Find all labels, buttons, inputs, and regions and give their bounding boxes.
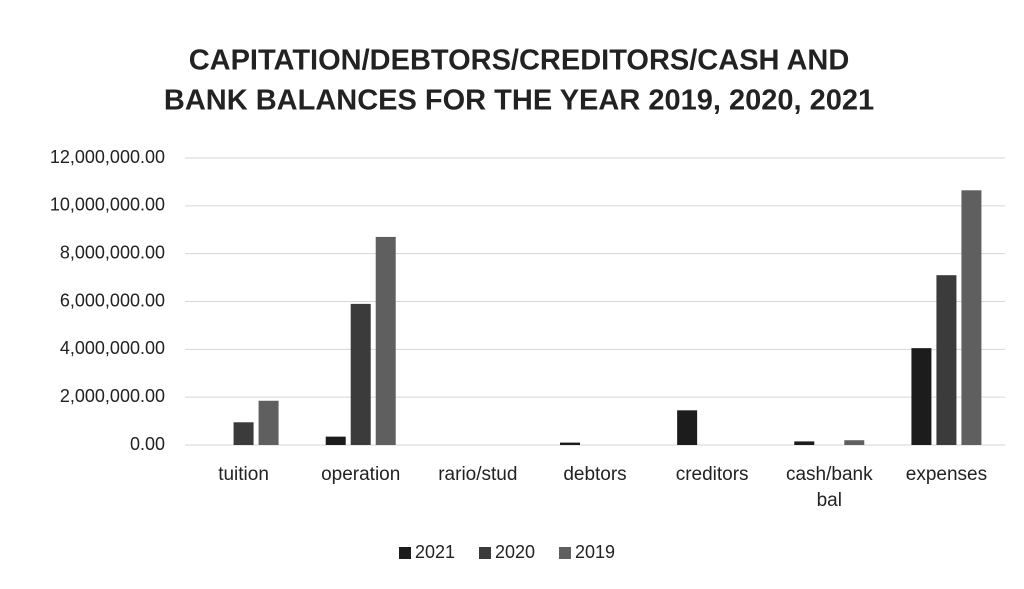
legend-swatch [559, 547, 571, 559]
bar [844, 440, 865, 445]
bar [677, 410, 698, 445]
x-tick-label: creditors [675, 464, 749, 485]
y-tick-label: 4,000,000.00 [60, 338, 165, 358]
bar [325, 436, 346, 445]
x-tick-label: tuition [218, 464, 269, 485]
y-tick-label: 6,000,000.00 [60, 290, 165, 310]
bar [911, 348, 932, 445]
bar [936, 275, 957, 445]
chart-title: CAPITATION/DEBTORS/CREDITORS/CASH AND [189, 45, 850, 77]
x-tick-label: operation [321, 464, 401, 485]
bar [233, 422, 254, 445]
legend-label: 2019 [575, 542, 615, 562]
bar [350, 303, 371, 445]
legend-label: 2021 [415, 542, 455, 562]
bar [961, 190, 982, 445]
chart-title: BANK BALANCES FOR THE YEAR 2019, 2020, 2… [164, 85, 874, 117]
y-tick-label: 12,000,000.00 [50, 147, 165, 167]
y-tick-label: 8,000,000.00 [60, 242, 165, 262]
bar [258, 400, 279, 445]
bar [560, 442, 580, 445]
x-tick-label: cash/bank bal [785, 464, 873, 511]
y-tick-label: 2,000,000.00 [60, 386, 165, 406]
x-tick-label: debtors [563, 464, 627, 485]
x-tick-label: rario/stud [438, 464, 518, 485]
legend-label: 2020 [495, 542, 535, 562]
bar [375, 236, 396, 445]
bar [794, 441, 815, 445]
y-tick-label: 0.00 [130, 434, 165, 454]
legend-swatch [479, 547, 491, 559]
x-tick-label: expenses [905, 464, 988, 485]
y-tick-label: 10,000,000.00 [50, 195, 165, 215]
legend-swatch [399, 547, 411, 559]
